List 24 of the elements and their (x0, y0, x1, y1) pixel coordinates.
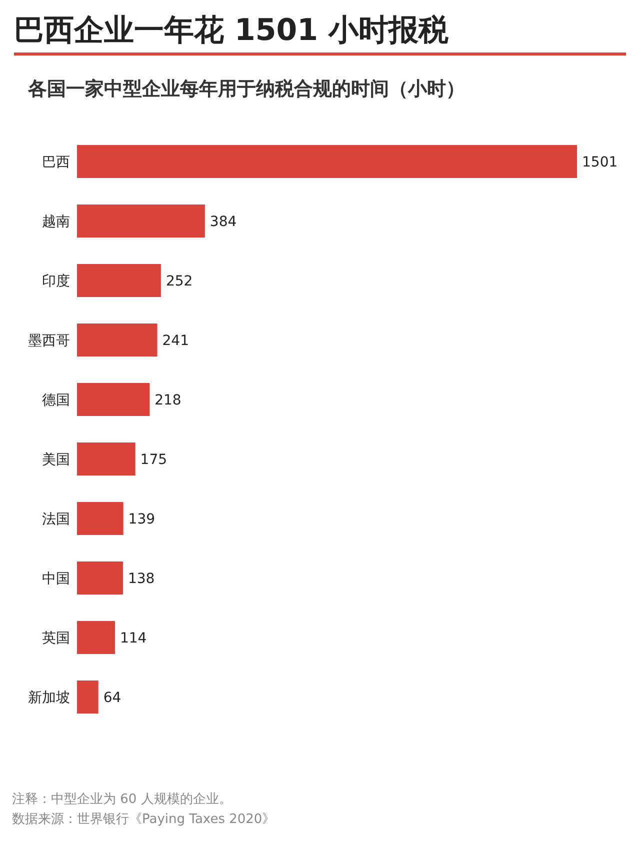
source-note: 数据来源：世界银行《Paying Taxes 2020》 (12, 812, 276, 827)
title: 巴西企业一年花 1501 小时报税 (14, 13, 448, 48)
data-label: 175 (140, 452, 168, 468)
y-tick-label: 墨西哥 (28, 333, 70, 349)
y-tick-label: 英国 (42, 630, 70, 646)
y-tick-label: 中国 (42, 571, 70, 587)
data-label: 252 (166, 274, 193, 290)
data-label: 64 (103, 690, 122, 706)
y-tick-label: 法国 (42, 512, 70, 528)
subtitle: 各国一家中型企业每年用于纳税合规的时间（小时） (28, 78, 465, 100)
data-label: 139 (128, 512, 156, 528)
y-tick-label: 越南 (42, 214, 70, 230)
data-label: 241 (162, 333, 190, 349)
data-label: 384 (210, 214, 237, 230)
data-label: 138 (128, 571, 155, 587)
y-tick-label: 德国 (42, 392, 70, 408)
data-label: 1501 (582, 154, 618, 170)
text: 注释：中型企业为 60 人规模的企业。 (12, 792, 232, 807)
data-label: 218 (154, 392, 182, 408)
y-tick-label: 新加坡 (28, 690, 70, 706)
y-tick-label: 巴西 (42, 154, 70, 170)
data-label: 114 (120, 630, 147, 646)
y-tick-label: 印度 (42, 274, 70, 290)
y-tick-label: 美国 (42, 452, 70, 468)
